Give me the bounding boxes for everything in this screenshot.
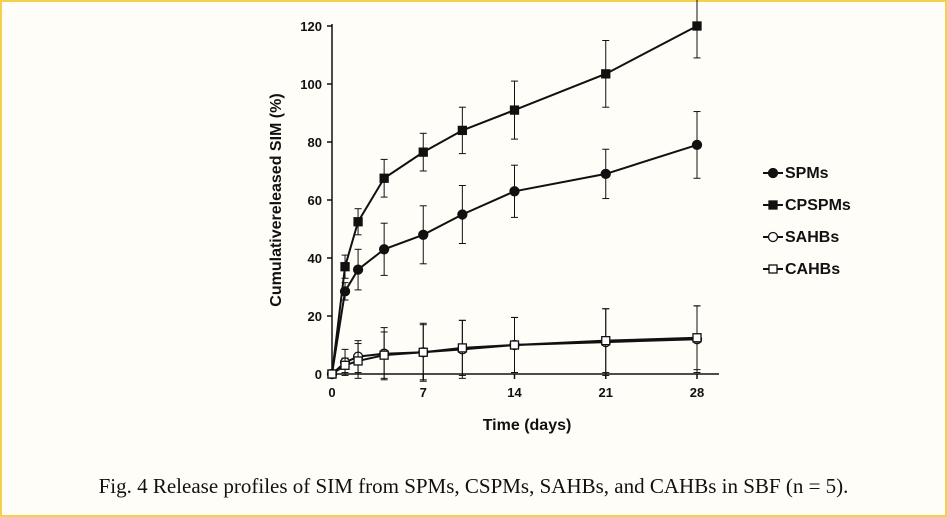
axes xyxy=(331,24,719,375)
legend-label: SPMs xyxy=(785,165,829,182)
legend-item: SPMs xyxy=(763,165,829,182)
y-tick-label: 80 xyxy=(308,135,322,150)
data-point xyxy=(509,186,520,197)
data-point xyxy=(352,264,364,275)
figure-caption: Fig. 4 Release profiles of SIM from SPMs… xyxy=(98,474,849,498)
x-tick-label: 21 xyxy=(599,385,613,400)
legend-marker xyxy=(767,167,779,179)
x-tick-label: 28 xyxy=(690,385,704,400)
data-point xyxy=(379,350,389,360)
data-point xyxy=(457,125,468,136)
data-point xyxy=(418,147,428,157)
legend-item: SAHBs xyxy=(763,229,839,246)
legend-item: CAHBs xyxy=(763,261,840,278)
y-tick-label: 120 xyxy=(300,19,322,34)
data-point xyxy=(340,360,350,370)
series-layer xyxy=(326,0,703,382)
legend-item: CPSPMs xyxy=(763,197,851,214)
data-point xyxy=(509,340,520,350)
data-point xyxy=(457,209,468,220)
data-point xyxy=(601,335,611,346)
data-point xyxy=(353,217,363,227)
legend-label: CPSPMs xyxy=(785,197,851,214)
legend-label: SAHBs xyxy=(785,229,839,246)
data-point xyxy=(691,139,703,151)
y-tick-label: 60 xyxy=(308,193,322,208)
data-point xyxy=(379,173,389,183)
data-point xyxy=(353,356,363,366)
legend-marker xyxy=(768,264,778,274)
series-cahbs xyxy=(327,305,702,381)
x-tick-label: 7 xyxy=(420,385,427,400)
legend-marker xyxy=(768,200,778,210)
y-axis-ticks: 0 20 40 60 80 100 120 xyxy=(300,19,332,382)
data-point xyxy=(327,369,337,379)
data-point xyxy=(692,21,702,31)
legend-label: CAHBs xyxy=(785,261,840,278)
y-tick-label: 0 xyxy=(315,367,322,382)
y-tick-label: 20 xyxy=(308,309,322,324)
y-tick-label: 40 xyxy=(308,251,322,266)
data-point xyxy=(378,244,390,255)
x-axis-title: Time (days) xyxy=(483,417,572,434)
data-point xyxy=(692,333,702,343)
legend-marker xyxy=(767,231,779,243)
data-point xyxy=(418,229,429,240)
x-tick-label: 14 xyxy=(507,385,522,400)
release-chart: 0 20 40 60 80 100 120 0 7 14 21 28 Cumulativerelea… xyxy=(268,0,851,434)
data-point xyxy=(457,343,468,353)
data-point xyxy=(340,262,350,272)
data-point xyxy=(600,168,611,180)
data-point xyxy=(601,69,611,79)
y-tick-label: 100 xyxy=(300,77,322,92)
data-point xyxy=(509,105,520,115)
y-axis-title: Cumulativereleased SIM (%) xyxy=(268,93,285,306)
x-tick-label: 0 xyxy=(328,385,335,400)
data-point xyxy=(418,347,428,357)
legend: SPMs CPSPMs SAHBs CAHBs xyxy=(763,165,851,278)
